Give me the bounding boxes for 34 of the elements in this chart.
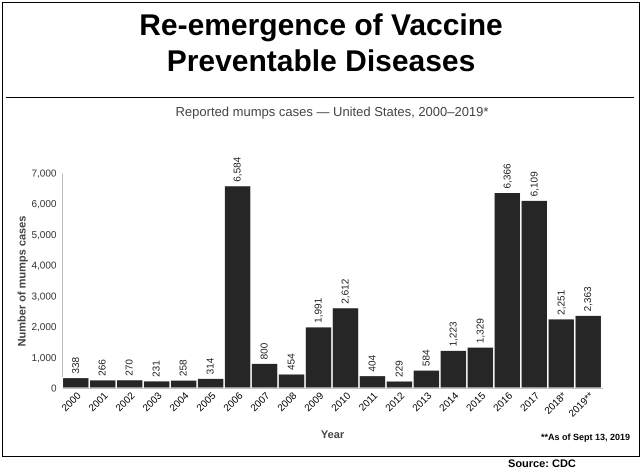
data-label: 6,109 [529,170,540,196]
data-label: 266 [98,358,109,376]
data-label: 270 [124,358,136,376]
source-note: Source: CDC [508,458,576,470]
chart-subtitle: Reported mumps cases — United States, 2000–2019* [176,104,488,119]
y-tick-label: 4,000 [31,260,57,272]
data-label: 1,329 [475,318,486,344]
data-label: 1,991 [314,297,325,323]
y-tick-label: 5,000 [31,230,57,241]
data-label: 338 [70,356,82,374]
data-label: 314 [206,357,217,374]
text: **As of Sept 13, 2019 [540,432,630,442]
data-label: 584 [421,348,432,366]
data-label: 2,612 [340,278,352,304]
y-tick-label: 1,000 [31,352,57,364]
data-label: 6,584 [232,156,244,182]
y-tick-label: 0 [50,384,57,394]
y-tick-label: 6,000 [31,199,57,210]
x-axis-title: Year [320,428,345,441]
data-label: 404 [367,354,378,372]
data-label: 800 [260,342,271,360]
chart-title: Re-emergence of Vaccine Preventable Diseases [138,8,504,80]
data-label: 258 [178,358,190,376]
data-label: 231 [152,360,163,377]
data-label: 454 [286,352,298,370]
y-tick-label: 3,000 [31,291,57,302]
y-tick-label: 7,000 [31,168,57,180]
data-label: 1,223 [448,320,460,346]
data-label: 6,366 [502,163,514,188]
y-tick-label: 2,000 [31,322,57,334]
data-label: 2,363 [583,286,594,312]
data-label: 2,251 [556,289,568,315]
data-label: 229 [394,360,406,377]
y-axis-title: Number of mumps cases [16,216,28,346]
